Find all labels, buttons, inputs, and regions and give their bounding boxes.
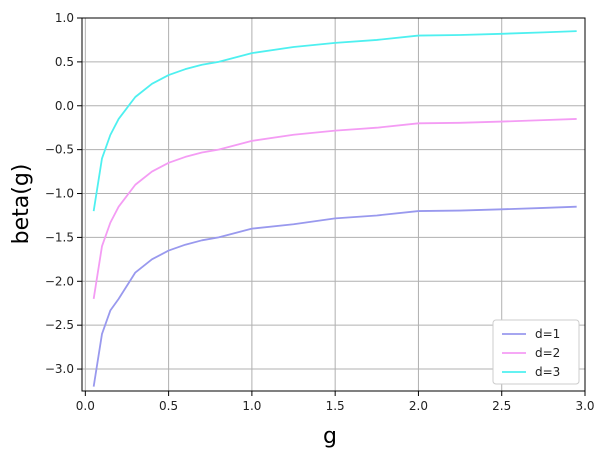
legend-label-d=3: d=3 xyxy=(535,365,560,379)
x-tick-label: 1.5 xyxy=(326,399,345,413)
y-tick-label: 0.0 xyxy=(55,99,74,113)
y-tick-label: 1.0 xyxy=(55,11,74,25)
series-line-d=1 xyxy=(92,205,577,387)
x-ticks: 0.0 0.5 1.0 1.5 2.0 2.5 3.0 xyxy=(76,391,595,413)
x-tick-label: 2.0 xyxy=(409,399,428,413)
x-axis-label: g xyxy=(323,424,337,449)
y-tick-label: −3.0 xyxy=(45,362,74,376)
y-tick-label: −2.0 xyxy=(45,274,74,288)
x-tick-label: 0.5 xyxy=(159,399,178,413)
y-tick-label: −2.5 xyxy=(45,318,74,332)
y-axis-label: beta(g) xyxy=(9,164,34,245)
series-layer xyxy=(92,30,577,387)
y-tick-label: 0.5 xyxy=(55,55,74,69)
legend: d=1 d=2 d=3 xyxy=(492,319,580,385)
y-ticks: 1.0 0.5 0.0 −0.5 −1.0 −1.5 −2.0 −2.5 −3.0 xyxy=(45,11,82,376)
series-line-d=3 xyxy=(92,30,577,212)
x-tick-label: 2.5 xyxy=(492,399,511,413)
legend-label-d=1: d=1 xyxy=(535,327,560,341)
series-line-d=2 xyxy=(92,118,577,299)
x-tick-label: 0.0 xyxy=(76,399,95,413)
x-tick-label: 3.0 xyxy=(575,399,594,413)
legend-box xyxy=(492,319,580,385)
y-tick-label: −0.5 xyxy=(45,143,74,157)
x-tick-label: 1.0 xyxy=(242,399,261,413)
y-tick-label: −1.5 xyxy=(45,230,74,244)
plot-frame xyxy=(81,17,586,392)
y-tick-label: −1.0 xyxy=(45,187,74,201)
legend-label-d=2: d=2 xyxy=(535,346,560,360)
